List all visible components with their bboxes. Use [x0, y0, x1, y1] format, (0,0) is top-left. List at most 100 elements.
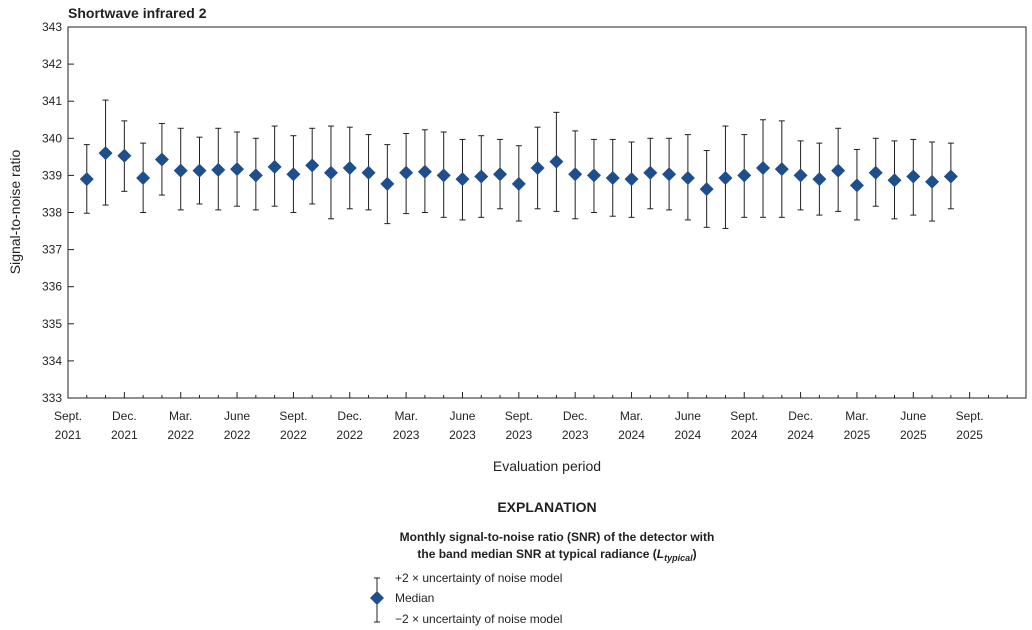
median-marker	[248, 168, 263, 183]
plot-area-frame	[67, 26, 1027, 399]
x-tick-label-year: 2025	[844, 428, 871, 442]
median-marker	[436, 168, 451, 183]
median-marker	[568, 167, 583, 182]
x-tick-label-year: 2024	[731, 428, 758, 442]
x-tick-label-year: 2023	[505, 428, 532, 442]
median-marker	[455, 172, 470, 187]
median-marker	[737, 168, 752, 183]
median-marker	[530, 160, 545, 175]
legend: +2 × uncertainty of noise model Median −…	[370, 571, 562, 626]
chart-title: Shortwave infrared 2	[68, 5, 207, 21]
median-marker	[887, 173, 902, 188]
median-marker	[98, 146, 113, 161]
median-marker	[267, 159, 282, 174]
x-tick-label-month: June	[224, 409, 250, 423]
median-marker	[136, 170, 151, 185]
median-marker	[154, 152, 169, 167]
y-tick-label: 342	[42, 57, 62, 71]
description-prefix: the band median SNR at typical radiance …	[417, 547, 656, 561]
y-tick-label: 334	[42, 354, 62, 368]
median-marker	[211, 162, 226, 177]
x-tick-label-year: 2025	[900, 428, 927, 442]
y-tick-label: 343	[42, 20, 62, 34]
x-tick-label-month: Sept.	[730, 409, 758, 423]
median-marker	[718, 170, 733, 185]
median-marker	[286, 167, 301, 182]
legend-median-label: Median	[395, 591, 434, 605]
explanation: EXPLANATION Monthly signal-to-noise rati…	[370, 499, 714, 626]
x-tick-label-year: 2022	[336, 428, 363, 442]
median-marker	[774, 162, 789, 177]
y-axis-label: Signal-to-noise ratio	[7, 150, 23, 275]
median-marker	[117, 148, 132, 163]
median-marker	[549, 154, 564, 169]
x-tick-label-year: 2025	[956, 428, 983, 442]
y-tick-label: 338	[42, 206, 62, 220]
description-symbol: L	[657, 547, 664, 561]
x-tick-label-month: Sept.	[956, 409, 984, 423]
x-tick-label-year: 2024	[618, 428, 645, 442]
x-tick-label-month: June	[900, 409, 926, 423]
x-tick-label-month: Mar.	[620, 409, 643, 423]
median-marker	[849, 178, 864, 193]
x-tick-label-year: 2021	[55, 428, 82, 442]
x-tick-label-year: 2022	[224, 428, 251, 442]
median-marker	[493, 167, 508, 182]
median-marker	[662, 167, 677, 182]
median-marker	[756, 160, 771, 175]
x-tick-label-month: Dec.	[563, 409, 588, 423]
median-marker	[943, 169, 958, 184]
x-tick-label-month: Mar.	[394, 409, 417, 423]
median-marker	[323, 165, 338, 180]
y-tick-label: 341	[42, 94, 62, 108]
y-tick-label: 340	[42, 131, 62, 145]
median-marker	[624, 172, 639, 187]
median-marker	[643, 165, 658, 180]
x-tick-label-year: 2022	[167, 428, 194, 442]
legend-lower-label: −2 × uncertainty of noise model	[395, 612, 562, 626]
x-tick-label-year: 2024	[675, 428, 702, 442]
x-axis-label: Evaluation period	[493, 458, 601, 474]
y-tick-label: 333	[42, 391, 62, 405]
median-marker	[230, 162, 245, 177]
legend-median-marker	[370, 591, 384, 605]
explanation-description-line1: Monthly signal-to-noise ratio (SNR) of t…	[400, 530, 715, 544]
x-tick-label-month: Sept.	[505, 409, 533, 423]
median-marker	[906, 169, 921, 184]
description-suffix: )	[693, 547, 697, 561]
median-series	[79, 99, 958, 229]
x-tick-label-year: 2021	[111, 428, 138, 442]
y-axis: 333 334 335 336 337 338 339 340 341 342 343	[42, 20, 74, 405]
x-axis: Sept. 2021 Dec. 2021 Mar. 2022 June 2022 Sept. 20…	[54, 392, 1027, 442]
median-marker	[831, 163, 846, 178]
median-marker	[925, 174, 940, 189]
x-tick-label-month: Dec.	[337, 409, 362, 423]
median-marker	[868, 165, 883, 180]
median-marker	[511, 176, 526, 191]
median-marker	[173, 163, 188, 178]
y-tick-label: 335	[42, 317, 62, 331]
median-marker	[342, 160, 357, 175]
x-tick-label-month: Mar.	[169, 409, 192, 423]
x-tick-label-month: Sept.	[279, 409, 307, 423]
median-marker	[605, 170, 620, 185]
explanation-heading: EXPLANATION	[497, 499, 596, 515]
median-marker	[680, 170, 695, 185]
explanation-description-line2: the band median SNR at typical radiance …	[417, 547, 696, 563]
median-marker	[812, 172, 827, 187]
x-tick-label-year: 2023	[449, 428, 476, 442]
legend-upper-label: +2 × uncertainty of noise model	[395, 571, 562, 585]
x-tick-label-month: June	[675, 409, 701, 423]
x-tick-label-year: 2023	[562, 428, 589, 442]
median-marker	[305, 158, 320, 173]
median-marker	[361, 165, 376, 180]
median-marker	[79, 172, 94, 187]
median-marker	[399, 165, 414, 180]
x-tick-label-year: 2024	[787, 428, 814, 442]
x-tick-label-month: Dec.	[112, 409, 137, 423]
median-marker	[380, 176, 395, 191]
x-tick-label-year: 2023	[393, 428, 420, 442]
description-subscript: typical	[664, 553, 693, 563]
x-tick-label-month: Sept.	[54, 409, 82, 423]
median-marker	[192, 163, 207, 178]
